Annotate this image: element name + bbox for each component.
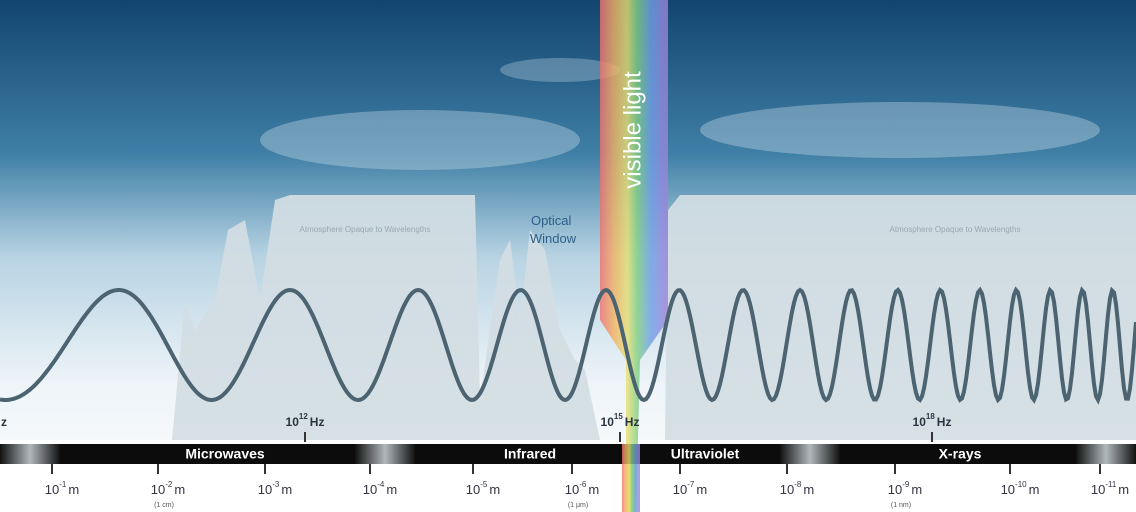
mantissa: 10 [913, 415, 927, 429]
visible-band [622, 444, 640, 512]
cloud [260, 110, 580, 170]
wavelength-note: (1 cm) [154, 502, 174, 509]
band-label: Infrared [504, 446, 556, 462]
wavelength-label: 10-6 m [565, 480, 599, 497]
mantissa: 10 [363, 482, 377, 497]
band-bar [0, 444, 1136, 464]
exponent: -2 [165, 480, 173, 489]
band-label: Microwaves [185, 446, 265, 462]
optical-window-label: Optical Window [530, 213, 577, 246]
band-gap [780, 444, 840, 464]
opaque-label: Atmosphere Opaque to Wavelengths [890, 225, 1021, 234]
unit: Hz [937, 415, 952, 429]
exponent: -5 [480, 480, 488, 489]
exponent: -4 [377, 480, 385, 489]
band-gap [355, 444, 415, 464]
exponent: -1 [59, 480, 67, 489]
visible-light-beam [600, 0, 668, 512]
wavelength-label: 10-11 m [1091, 480, 1129, 497]
mantissa: 10 [1091, 482, 1105, 497]
wavelength-label: 10-10 m [1001, 480, 1040, 497]
unit: m [386, 482, 397, 497]
unit: m [696, 482, 707, 497]
band-gap [0, 444, 60, 464]
mantissa: 10 [286, 415, 300, 429]
exponent: 12 [299, 412, 308, 421]
wavelength-label: 10-2 m [151, 480, 185, 497]
exponent: 15 [614, 412, 623, 421]
band-label: Ultraviolet [671, 446, 740, 462]
exponent: -6 [579, 480, 587, 489]
wavelength-label: 10-3 m [258, 480, 292, 497]
frequency-label: 1018 Hz [913, 412, 952, 429]
wavelength-label: 10-1 m [45, 480, 79, 497]
wavelength-label: 10-7 m [673, 480, 707, 497]
mantissa: 10 [780, 482, 794, 497]
unit: m [68, 482, 79, 497]
mantissa: 10 [1001, 482, 1015, 497]
unit: m [281, 482, 292, 497]
exponent: -11 [1105, 480, 1117, 489]
band-gap [1076, 444, 1136, 464]
wavelength-label: 10-4 m [363, 480, 397, 497]
wave [0, 286, 1136, 405]
mantissa: 10 [45, 482, 59, 497]
exponent: -9 [902, 480, 910, 489]
mantissa: 10 [673, 482, 687, 497]
unit: Hz [310, 415, 325, 429]
mantissa: 10 [601, 415, 615, 429]
band-label: X-rays [939, 446, 982, 462]
unit: m [489, 482, 500, 497]
visible-light-label: visible light [619, 71, 646, 189]
exponent: -8 [794, 480, 802, 489]
mantissa: 10 [888, 482, 902, 497]
wavelength-label: 10-8 m [780, 480, 814, 497]
frequency-label: 1012 Hz [286, 412, 325, 429]
wavelength-note: (1 nm) [891, 502, 911, 509]
unit: m [1029, 482, 1040, 497]
cloud [500, 58, 620, 82]
cloud [700, 102, 1100, 158]
unit: m [803, 482, 814, 497]
mantissa: 10 [151, 482, 165, 497]
exponent: -7 [687, 480, 695, 489]
exponent: -10 [1015, 480, 1027, 489]
mantissa: 10 [466, 482, 480, 497]
frequency-label: 1015 Hz [601, 412, 640, 429]
mantissa: 10 [565, 482, 579, 497]
unit: Hz [625, 415, 640, 429]
unit: m [1118, 482, 1129, 497]
opaque-region [665, 195, 1136, 440]
wavelength-label: 10-9 m [888, 480, 922, 497]
unit: m [588, 482, 599, 497]
opaque-region [172, 195, 600, 440]
wavelength-note: (1 μm) [568, 502, 588, 509]
unit: m [911, 482, 922, 497]
exponent: -3 [272, 480, 280, 489]
wavelength-label: 10-5 m [466, 480, 500, 497]
mantissa: 10 [258, 482, 272, 497]
exponent: 18 [926, 412, 935, 421]
frequency-label: z [1, 415, 7, 429]
opaque-label: Atmosphere Opaque to Wavelengths [300, 225, 431, 234]
unit: m [174, 482, 185, 497]
